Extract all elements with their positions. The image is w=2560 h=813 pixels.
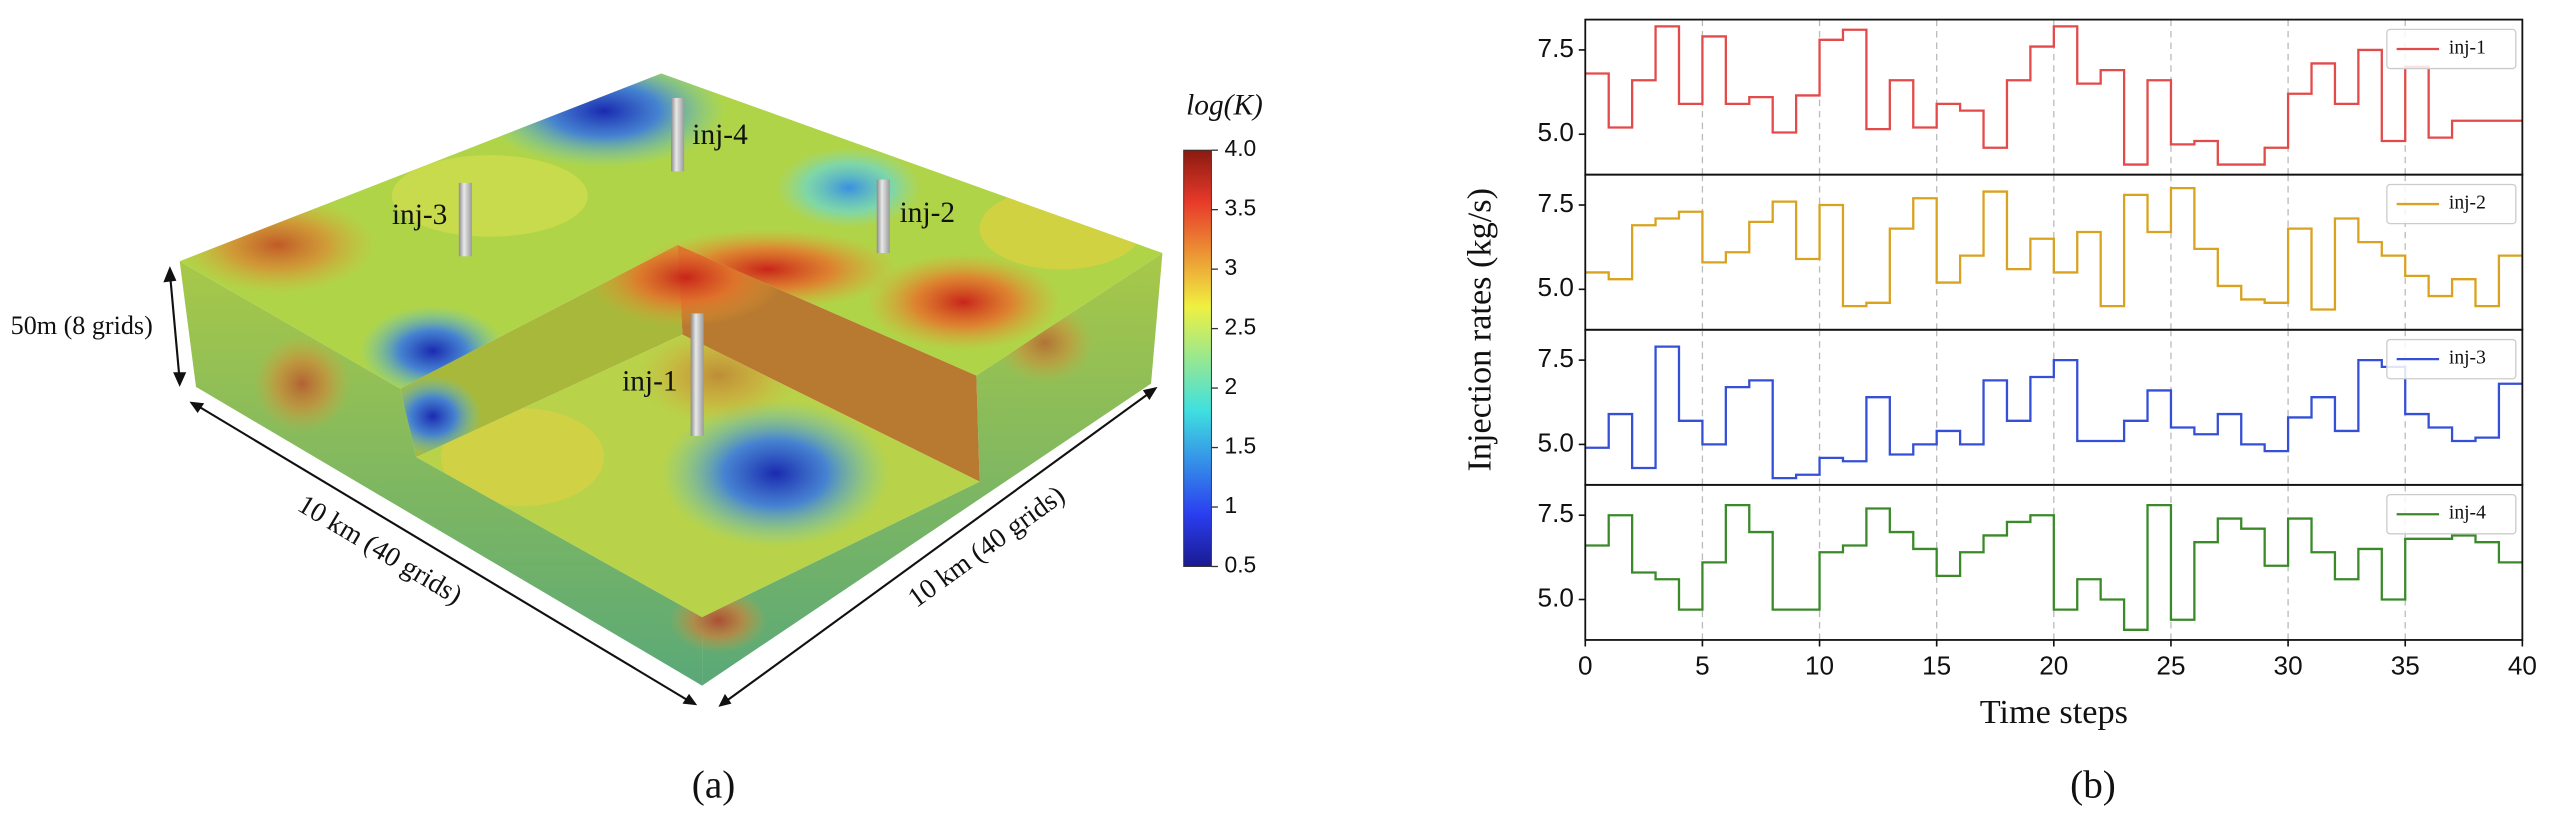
colorbar-tick-label: 2.5 — [1224, 314, 1256, 340]
colorbar-tick-label: 3.5 — [1224, 195, 1256, 221]
legend-box — [2386, 338, 2517, 380]
x-tick-label: 20 — [2039, 651, 2068, 681]
step-line — [1585, 25, 2523, 166]
legend-box — [2386, 183, 2517, 225]
step-line — [1585, 187, 2523, 311]
y-tick-label: 7.5 — [1538, 498, 1574, 528]
x-tick-label: 0 — [1578, 651, 1593, 681]
dimension-label: 50m (8 grids) — [11, 311, 153, 340]
colorbar-tick-label: 3 — [1224, 254, 1237, 280]
y-tick-label: 5.0 — [1538, 272, 1574, 302]
x-axis-label: Time steps — [1980, 693, 2128, 731]
colorbar-tick-label: 4.0 — [1224, 135, 1256, 161]
well-label: inj-2 — [900, 197, 955, 229]
x-tick-label: 10 — [1805, 651, 1834, 681]
legend-label: inj-3 — [2449, 348, 2486, 369]
y-tick-label: 7.5 — [1538, 33, 1574, 63]
colorbar — [1183, 149, 1212, 567]
legend-box — [2386, 494, 2517, 535]
y-tick-label: 7.5 — [1538, 188, 1574, 218]
well-label: inj-1 — [622, 365, 677, 397]
y-axis-label: Injection rates (kg/s) — [1460, 188, 1498, 472]
well-label: inj-4 — [692, 119, 748, 151]
x-tick-label: 25 — [2156, 651, 2185, 681]
y-tick-label: 7.5 — [1538, 343, 1574, 373]
caption: (a) — [692, 763, 735, 806]
y-tick-label: 5.0 — [1538, 427, 1574, 457]
x-tick-label: 40 — [2508, 651, 2537, 681]
step-line — [1585, 345, 2523, 480]
legend-label: inj-1 — [2449, 37, 2486, 58]
legend-label: inj-4 — [2449, 503, 2486, 524]
colorbar-tick-label: 1 — [1224, 492, 1237, 518]
colorbar-tick-label: 0.5 — [1224, 552, 1256, 578]
colorbar-title: log(K) — [1186, 89, 1263, 121]
well-label: inj-3 — [392, 199, 447, 231]
x-tick-label: 30 — [2274, 651, 2303, 681]
legend-label: inj-2 — [2449, 193, 2486, 214]
y-tick-label: 5.0 — [1538, 582, 1574, 612]
axes-frame — [1584, 483, 2524, 641]
x-tick-label: 15 — [1922, 651, 1951, 681]
legend-box — [2386, 28, 2517, 70]
x-tick-label: 35 — [2391, 651, 2420, 681]
caption: (b) — [2070, 763, 2116, 806]
y-tick-label: 5.0 — [1538, 117, 1574, 147]
colorbar-tick-label: 1.5 — [1224, 433, 1256, 459]
colorbar-tick-label: 2 — [1224, 373, 1237, 399]
step-line — [1585, 503, 2523, 631]
x-tick-label: 5 — [1695, 651, 1710, 681]
